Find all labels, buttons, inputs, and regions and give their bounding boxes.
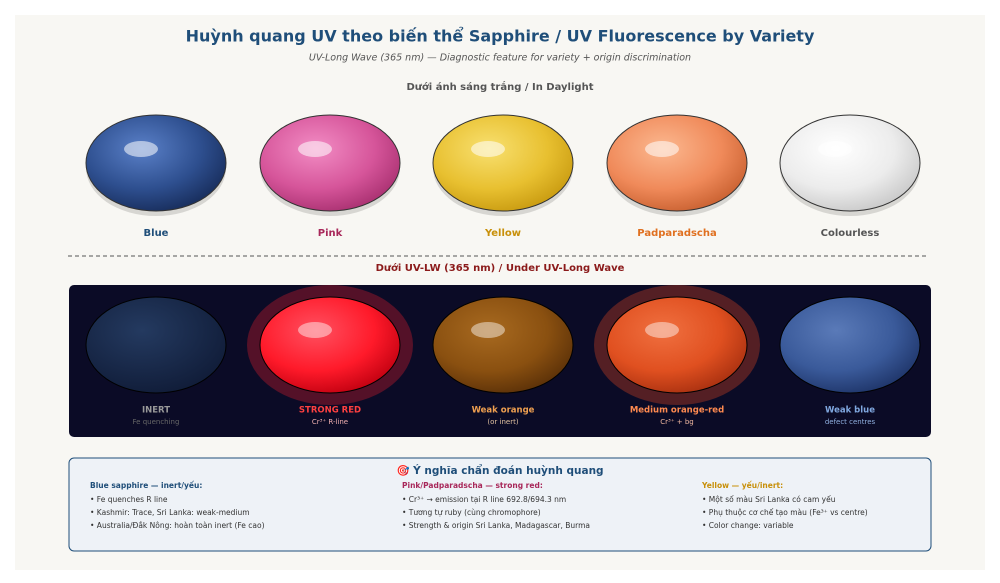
gem-note: Fe quenching [133,418,180,426]
gem-highlight [298,322,332,338]
title: Huỳnh quang UV theo biến thể Sapphire / … [186,27,815,46]
gem [432,296,574,394]
gem-label: Yellow [484,228,521,239]
note-item: • Cr³⁺ → emission tại R line 692.8/694.3… [402,495,566,504]
note-item: • Tương tự ruby (cùng chromophore) [402,508,541,517]
gem-label: INERT [142,406,170,416]
gem [85,296,227,394]
gem-label: Padparadscha [637,228,716,239]
gem [606,296,748,394]
gem [259,114,401,212]
gem [606,114,748,212]
note-item: • Color change: variable [702,521,794,530]
gem-label: Weak blue [825,406,875,416]
section-heading: Dưới ánh sáng trắng / In Daylight [407,80,594,93]
gem-note: (or inert) [487,418,518,426]
gem [779,296,921,394]
gem-label: Pink [318,228,343,239]
gem-note: Cr³⁺ R-line [312,418,348,426]
gem-label: Medium orange-red [630,406,724,416]
gem-highlight [298,141,332,157]
gem-highlight [818,141,852,157]
note-item: • Một số màu Sri Lanka có cam yếu [702,495,836,504]
note-item: • Strength & origin Sri Lanka, Madagasca… [402,521,590,530]
note-item: • Phụ thuộc cơ chế tạo màu (Fe³⁺ vs cent… [702,508,868,517]
note-heading: Yellow — yếu/inert: [701,481,783,490]
gem-highlight [645,322,679,338]
gem-label: Blue [144,228,169,239]
subtitle: UV-Long Wave (365 nm) — Diagnostic featu… [309,53,691,64]
gem [259,296,401,394]
gem-highlight [124,141,158,157]
section-heading: Dưới UV-LW (365 nm) / Under UV-Long Wave [376,262,625,274]
gem-label: Weak orange [472,406,535,416]
note-item: • Australia/Đắk Nông: hoàn toàn inert (F… [90,521,265,530]
gem-note: defect centres [825,418,876,426]
note-heading: Pink/Padparadscha — strong red: [402,481,543,490]
gem-label: Colourless [821,228,880,239]
gem [779,114,921,212]
gem [432,114,574,212]
note-item: • Fe quenches R line [90,495,168,504]
gem-highlight [471,322,505,338]
notes-box [68,457,932,552]
gem-note: Cr³⁺ + bg [660,418,693,426]
gem-label: STRONG RED [299,406,361,416]
gem-highlight [645,141,679,157]
note-heading: Blue sapphire — inert/yếu: [90,481,202,490]
gem-highlight [471,141,505,157]
gem [85,114,227,212]
notes-title: 🎯 Ý nghĩa chẩn đoán huỳnh quang [396,464,603,477]
note-item: • Kashmir: Trace, Sri Lanka: weak-medium [90,508,250,517]
